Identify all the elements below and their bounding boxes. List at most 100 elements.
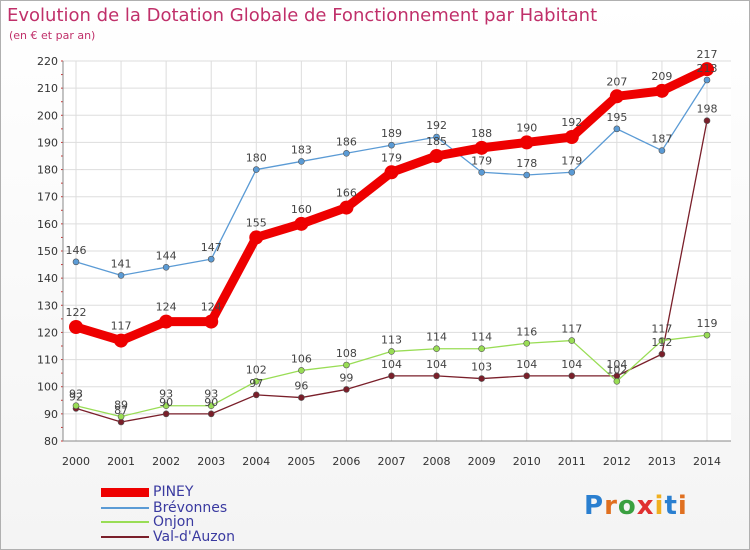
data-point-brevonnes (523, 171, 531, 179)
data-point-val-d-auzon (478, 375, 485, 382)
data-point-onjon (568, 337, 576, 344)
data-label-onjon: 108 (336, 347, 357, 360)
x-tick-label: 2003 (197, 455, 225, 468)
data-point-onjon (613, 377, 621, 385)
data-label-piney: 124 (156, 301, 177, 314)
legend-label-brevonnes: Brévonnes (153, 500, 228, 516)
data-label-piney: 190 (516, 121, 537, 134)
data-label-brevonnes: 141 (111, 257, 132, 270)
data-label-val-d-auzon: 104 (561, 358, 582, 371)
x-tick-label: 2002 (152, 455, 180, 468)
legend-item-brevonnes: Brévonnes (101, 500, 301, 516)
x-tick-label: 2006 (332, 455, 360, 468)
data-label-onjon: 113 (381, 333, 402, 346)
data-label-brevonnes: 183 (291, 143, 312, 156)
x-tick-label: 2009 (468, 455, 496, 468)
data-point-piney (69, 320, 83, 334)
data-point-piney (114, 333, 129, 348)
data-label-piney: 179 (381, 151, 402, 164)
data-point-brevonnes (117, 272, 125, 279)
data-point-onjon (433, 345, 440, 353)
x-tick-label: 2011 (558, 455, 586, 468)
data-label-val-d-auzon: 198 (697, 103, 718, 116)
chart-title: Evolution de la Dotation Globale de Fonc… (7, 5, 598, 26)
data-point-onjon (703, 331, 711, 339)
y-tick-label: 140 (37, 272, 58, 285)
data-label-onjon: 116 (516, 325, 537, 338)
data-label-brevonnes: 189 (381, 127, 402, 140)
data-label-onjon: 89 (114, 399, 128, 412)
data-label-brevonnes: 187 (651, 133, 672, 146)
data-label-brevonnes: 144 (156, 249, 177, 262)
data-point-piney (519, 135, 534, 150)
data-label-onjon: 114 (471, 331, 492, 344)
data-point-val-d-auzon (568, 372, 576, 380)
data-point-brevonnes (162, 263, 170, 271)
data-label-val-d-auzon: 104 (426, 358, 447, 371)
legend-label-piney: PINEY (153, 484, 194, 500)
data-label-onjon: 102 (246, 363, 267, 376)
x-tick-label: 2004 (242, 455, 270, 468)
data-label-piney: 188 (471, 127, 492, 140)
data-label-val-d-auzon: 112 (651, 336, 672, 349)
data-label-piney: 122 (66, 306, 87, 319)
data-label-val-d-auzon: 103 (471, 361, 492, 374)
data-point-brevonnes (298, 158, 305, 165)
data-label-piney: 192 (561, 116, 582, 129)
data-point-piney (700, 62, 714, 77)
legend-label-val-d-auzon: Val-d'Auzon (153, 529, 235, 545)
legend-swatch-onjon (101, 521, 149, 523)
data-label-piney: 207 (606, 75, 627, 88)
data-label-piney: 160 (291, 203, 312, 216)
data-label-onjon: 102 (606, 363, 627, 376)
data-point-onjon (162, 402, 170, 410)
data-point-brevonnes (388, 141, 395, 149)
data-label-onjon: 106 (291, 352, 312, 365)
x-tick-label: 2005 (287, 455, 315, 468)
data-point-onjon (207, 402, 215, 410)
x-tick-label: 2010 (513, 455, 541, 468)
data-label-val-d-auzon: 104 (606, 358, 627, 371)
data-label-brevonnes: 147 (201, 241, 222, 254)
data-label-piney: 124 (201, 301, 222, 314)
data-label-val-d-auzon: 90 (159, 396, 173, 409)
data-label-brevonnes: 186 (336, 135, 357, 148)
y-tick-label: 90 (44, 408, 58, 421)
data-label-piney: 209 (651, 70, 672, 83)
data-point-val-d-auzon (703, 117, 711, 125)
data-label-onjon: 93 (69, 388, 83, 401)
legend-swatch-piney (101, 488, 149, 497)
y-tick-label: 80 (44, 435, 58, 448)
data-label-brevonnes: 179 (561, 154, 582, 167)
data-label-onjon: 117 (651, 323, 672, 336)
data-point-piney (159, 314, 174, 329)
data-point-piney (429, 149, 444, 163)
data-label-val-d-auzon: 92 (69, 390, 83, 403)
logo-letter: x (636, 491, 655, 521)
data-point-brevonnes (207, 255, 215, 263)
legend-item-val-d-auzon: Val-d'Auzon (101, 529, 301, 545)
data-label-val-d-auzon: 104 (381, 358, 402, 371)
y-tick-label: 110 (37, 354, 58, 367)
data-label-brevonnes: 146 (66, 244, 87, 257)
data-label-val-d-auzon: 90 (204, 396, 218, 409)
data-point-onjon (117, 413, 125, 420)
data-label-brevonnes: 180 (246, 152, 267, 165)
y-tick-label: 190 (37, 136, 58, 149)
data-point-val-d-auzon (207, 410, 215, 418)
data-point-brevonnes (703, 76, 711, 84)
data-point-val-d-auzon (523, 372, 531, 380)
data-point-val-d-auzon (162, 410, 170, 418)
data-point-piney (474, 140, 489, 155)
data-label-piney: 155 (246, 216, 267, 229)
y-tick-label: 150 (37, 245, 58, 258)
legend-swatch-brevonnes (101, 507, 149, 509)
logo-letter: r (604, 491, 618, 521)
y-tick-label: 200 (37, 109, 58, 122)
x-tick-label: 2008 (423, 455, 451, 468)
data-label-brevonnes: 179 (471, 154, 492, 167)
y-tick-label: 160 (37, 218, 58, 231)
data-label-piney: 185 (426, 135, 447, 148)
data-point-onjon (298, 367, 305, 374)
